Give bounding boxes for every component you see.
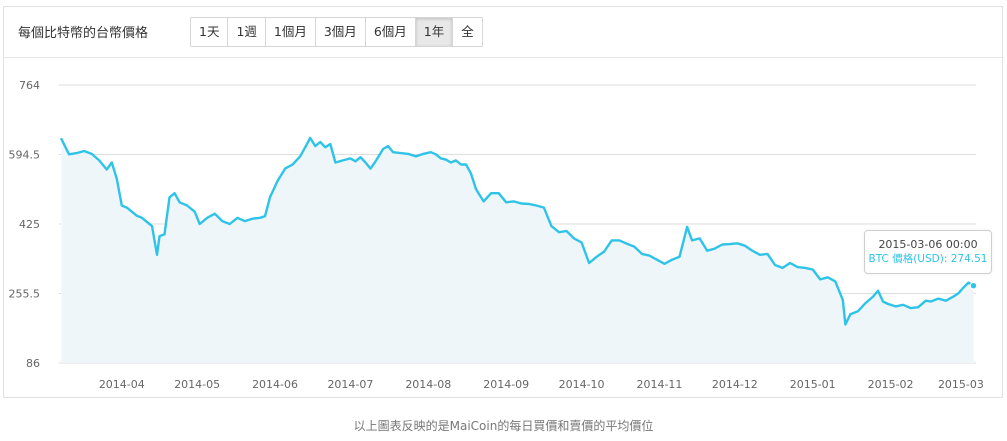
y-tick-label: 764: [19, 79, 40, 92]
y-tick-label: 86: [26, 357, 40, 370]
chart-tooltip: 2015-03-06 00:00 BTC 價格(USD): 274.51: [864, 230, 992, 274]
series-line: [60, 136, 975, 326]
x-tick-label: 2014-12: [712, 378, 758, 391]
tooltip-value: BTC 價格(USD): 274.51: [868, 253, 988, 265]
x-tick-label: 2015-02: [868, 378, 914, 391]
x-tick-label: 2014-09: [483, 378, 529, 391]
series-area: [61, 137, 974, 363]
range-button-6m[interactable]: 6個月: [365, 18, 416, 46]
range-button-all[interactable]: 全: [453, 18, 482, 46]
price-chart[interactable]: 86 255.5 425 594.5 764 2014-04 2014-05 2014-06 2…: [4, 58, 1002, 398]
x-tick-label: 2015-01: [790, 378, 836, 391]
x-tick-label: 2014-10: [559, 378, 605, 391]
x-tick-label: 2014-08: [405, 378, 451, 391]
y-tick-label: 425: [19, 218, 40, 231]
range-button-1m[interactable]: 1個月: [265, 18, 316, 46]
x-tick-label: 2014-05: [174, 378, 220, 391]
x-tick-label: 2014-11: [636, 378, 682, 391]
y-tick-label: 255.5: [9, 288, 41, 301]
x-tick-label: 2014-04: [99, 378, 145, 391]
range-button-1y[interactable]: 1年: [415, 18, 454, 46]
x-tick-label: 2014-07: [327, 378, 373, 391]
chart-toolbar: 每個比特幣的台幣價格 1天 1週 1個月 3個月 6個月 1年 全: [4, 7, 1002, 58]
chart-footnote: 以上圖表反映的是MaiCoin的每日買價和賣價的平均價位: [353, 419, 654, 433]
x-tick-label: 2015-03: [938, 378, 984, 391]
range-button-1d[interactable]: 1天: [191, 18, 229, 46]
range-button-3m[interactable]: 3個月: [315, 18, 366, 46]
x-tick-label: 2014-06: [252, 378, 298, 391]
tooltip-date: 2015-03-06 00:00: [878, 238, 978, 251]
range-selector: 1天 1週 1個月 3個月 6個月 1年 全: [190, 17, 483, 47]
y-tick-label: 594.5: [9, 149, 41, 162]
chart-card: 每個比特幣的台幣價格 1天 1週 1個月 3個月 6個月 1年 全 86 255.…: [3, 6, 1003, 398]
chart-title: 每個比特幣的台幣價格: [18, 26, 149, 41]
range-button-1w[interactable]: 1週: [228, 18, 266, 46]
highlight-point: [969, 282, 978, 290]
